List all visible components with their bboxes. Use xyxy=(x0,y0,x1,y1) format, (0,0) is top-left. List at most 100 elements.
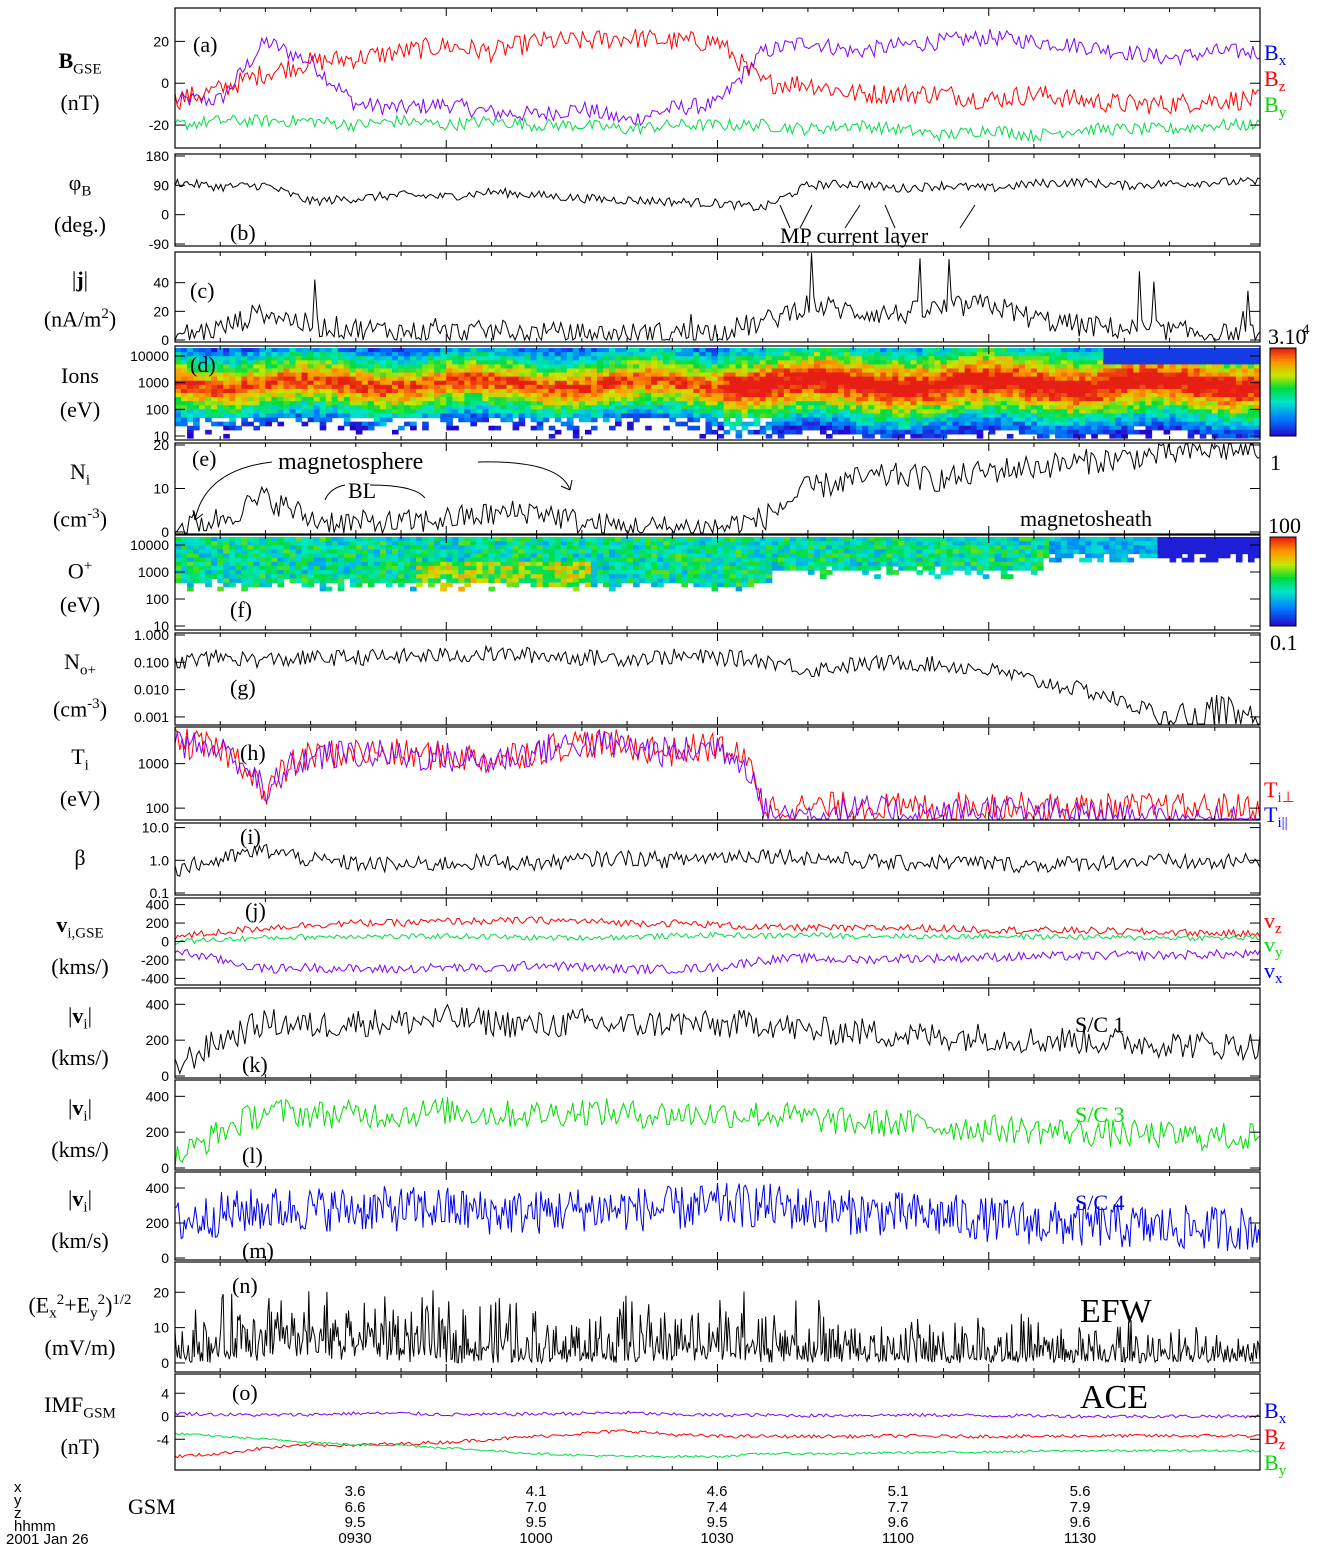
spectrogram-cell xyxy=(422,376,429,382)
spectrogram-cell xyxy=(524,360,532,365)
spectrogram-cell xyxy=(807,417,815,423)
spectrogram-cell xyxy=(566,348,574,353)
spectrogram-cell xyxy=(181,537,188,542)
spectrogram-cell xyxy=(982,368,990,374)
spectrogram-cell xyxy=(910,417,918,423)
spectrogram-cell xyxy=(355,578,363,584)
spectrogram-cell xyxy=(819,421,827,427)
spectrogram-cell xyxy=(343,388,351,394)
spectrogram-cell xyxy=(373,565,381,571)
spectrogram-cell xyxy=(446,401,453,406)
y-tick-label: 10 xyxy=(153,481,169,497)
spectrogram-cell xyxy=(241,553,248,559)
spectrogram-cell xyxy=(253,380,260,386)
spectrogram-cell xyxy=(729,376,737,382)
spectrogram-cell xyxy=(229,549,236,555)
spectrogram-cell xyxy=(970,421,978,427)
spectrogram-cell xyxy=(669,413,676,419)
spectrogram-cell xyxy=(1018,364,1026,370)
spectrogram-cell xyxy=(253,401,260,406)
spectrogram-cell xyxy=(1097,352,1104,357)
spectrogram-cell xyxy=(910,372,918,378)
spectrogram-cell xyxy=(578,384,586,390)
spectrogram-cell xyxy=(982,356,990,361)
spectrogram-cell xyxy=(482,388,490,394)
spectrogram-cell xyxy=(1211,356,1219,361)
spectrogram-cell xyxy=(596,356,604,361)
spectrogram-cell xyxy=(572,368,580,374)
spectrogram-cell xyxy=(663,541,670,546)
spectrogram-cell xyxy=(349,348,357,353)
spectrogram-cell xyxy=(392,574,399,579)
spectrogram-cell xyxy=(470,380,477,386)
spectrogram-cell xyxy=(488,348,496,353)
spectrogram-cell xyxy=(777,376,785,382)
spectrogram-cell xyxy=(669,393,676,398)
spectrogram-cell xyxy=(392,561,399,567)
spectrogram-cell xyxy=(795,348,803,353)
spectrogram-cell xyxy=(428,413,435,419)
spectrogram-cell xyxy=(500,364,508,370)
spectrogram-cell xyxy=(904,413,911,419)
spectrogram-cell xyxy=(500,380,508,386)
spectrogram-cell xyxy=(1163,384,1171,390)
spectrogram-cell xyxy=(422,578,429,584)
spectrogram-cell xyxy=(1109,405,1116,410)
spectrogram-cell xyxy=(1223,429,1231,435)
spectrogram-cell xyxy=(1055,372,1062,378)
spectrogram-cell xyxy=(663,553,670,559)
spectrogram-cell xyxy=(1055,425,1062,431)
spectrogram-cell xyxy=(970,380,978,386)
spectrogram-cell xyxy=(572,561,580,567)
spectrogram-cell xyxy=(367,582,375,588)
spectrogram-cell xyxy=(566,393,574,398)
spectrogram-cell xyxy=(1193,429,1201,435)
spectrogram-cell xyxy=(584,364,592,370)
spectrogram-cell xyxy=(265,574,273,579)
spectrogram-cell xyxy=(247,368,254,374)
spectrogram-cell xyxy=(934,360,942,365)
spectrogram-cell xyxy=(1145,376,1153,382)
spectrogram-cell xyxy=(771,393,779,398)
spectrogram-cell xyxy=(645,561,652,567)
spectrogram-cell xyxy=(1229,376,1237,382)
spectrogram-cell xyxy=(1036,348,1044,353)
spectrogram-cell xyxy=(711,578,719,584)
spectrogram-cell xyxy=(518,570,526,575)
spectrogram-cell xyxy=(422,372,429,378)
spectrogram-cell xyxy=(548,352,556,357)
spectrogram-cell xyxy=(874,397,881,402)
spectrogram-cell xyxy=(295,561,303,567)
spectrogram-cell xyxy=(1187,372,1195,378)
spectrogram-cell xyxy=(693,545,701,551)
spectrogram-cell xyxy=(681,409,688,415)
spectrogram-cell xyxy=(1127,397,1135,402)
spectrogram-cell xyxy=(1024,356,1032,361)
spectrogram-cell xyxy=(1127,417,1135,423)
spectrogram-cell xyxy=(892,397,899,402)
spectrogram-cell xyxy=(512,401,520,406)
spectrogram-cell xyxy=(801,409,809,415)
spectrogram-cell xyxy=(536,570,544,575)
spectrogram-cell xyxy=(982,401,990,406)
spectrogram-cell xyxy=(880,368,887,374)
spectrogram-cell xyxy=(440,393,447,398)
spectrogram-cell xyxy=(946,417,954,423)
spectrogram-cell xyxy=(729,384,737,390)
spectrogram-cell xyxy=(373,405,381,410)
spectrogram-cell xyxy=(675,393,682,398)
spectrogram-cell xyxy=(832,421,839,427)
spectrogram-cell xyxy=(717,545,725,551)
spectrogram-cell xyxy=(645,541,652,546)
spectrogram-cell xyxy=(446,549,453,555)
spectrogram-cell xyxy=(651,561,658,567)
spectrogram-cell xyxy=(410,405,417,410)
spectrogram-cell xyxy=(313,413,321,419)
spectrogram-cell xyxy=(759,425,767,431)
spectrogram-cell xyxy=(621,397,628,402)
spectrogram-cell xyxy=(283,352,291,357)
spectrogram-cell xyxy=(355,537,363,542)
spectrogram-cell xyxy=(518,376,526,382)
spectrogram-cell xyxy=(994,405,1002,410)
spectrogram-cell xyxy=(723,401,731,406)
